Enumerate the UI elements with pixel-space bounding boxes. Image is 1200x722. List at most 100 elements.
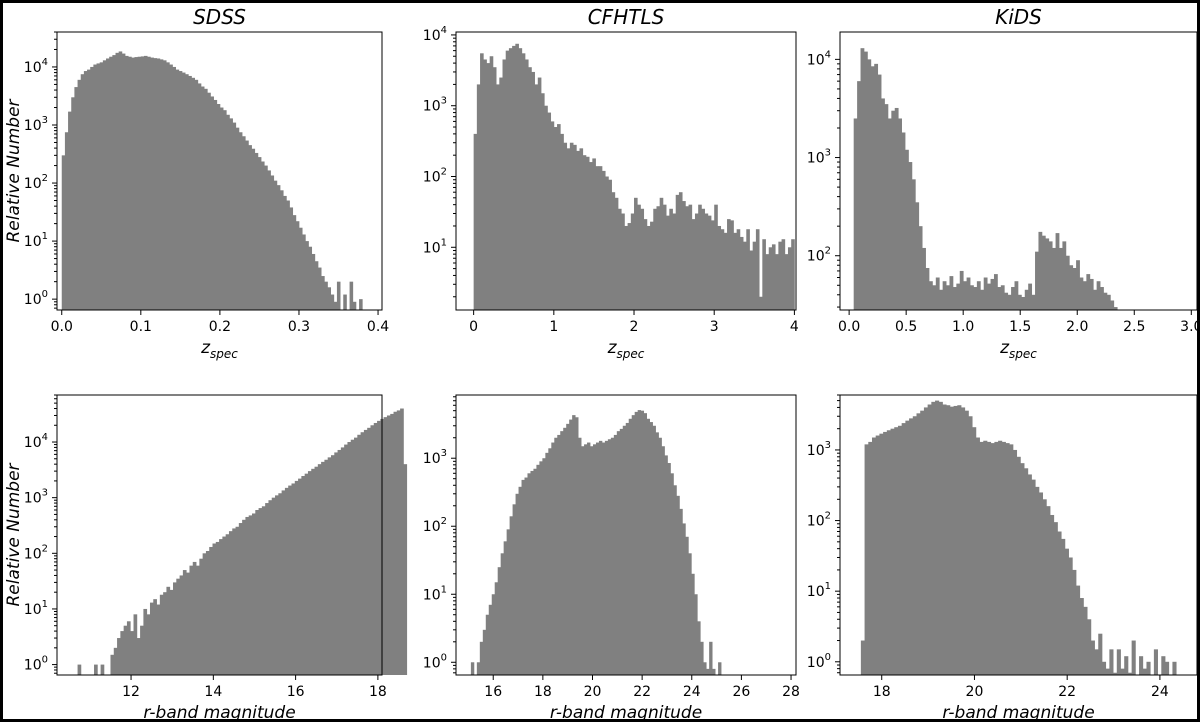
histogram-bar [932, 285, 937, 310]
x-axis-label: zspec [999, 338, 1037, 361]
histogram-bar [1001, 441, 1006, 675]
histogram-bar [181, 72, 186, 310]
histogram-bar [619, 428, 624, 675]
histogram-bar [643, 413, 647, 675]
histogram-bar [1142, 668, 1147, 675]
histogram-bar [595, 166, 600, 310]
histogram-bar [159, 594, 164, 675]
histogram-bar [1113, 672, 1118, 675]
histogram-bar [496, 84, 500, 310]
histogram-bars [473, 43, 795, 311]
histogram-bar [1127, 672, 1133, 675]
histogram-bar [294, 480, 299, 675]
histogram-bar [521, 479, 525, 675]
histogram-bar [1027, 474, 1032, 675]
histogram-bar [1086, 274, 1091, 310]
histogram-bar [928, 281, 933, 310]
histogram-bar [479, 641, 484, 675]
histogram-bar [486, 63, 491, 311]
histogram-bar [196, 565, 200, 675]
histogram-bar [215, 541, 220, 675]
histogram-bar [891, 110, 896, 311]
histogram-bar [627, 223, 632, 310]
y-tick-label: 101 [24, 231, 48, 250]
histogram-bar [480, 53, 484, 310]
histogram-bar [178, 71, 183, 311]
histogram-bar [64, 132, 69, 310]
histogram-bar [200, 86, 205, 310]
histogram-bar [1087, 619, 1092, 675]
histogram-bar [400, 408, 404, 675]
histogram-bar [327, 287, 332, 310]
histogram-bar [607, 439, 612, 675]
histogram-bar [894, 107, 899, 311]
histogram-bar [1098, 633, 1103, 675]
histogram-bar [897, 425, 903, 675]
histogram-bar [614, 197, 619, 310]
histogram-bar [219, 539, 223, 675]
histogram-bar [550, 121, 555, 310]
histogram-bar [1065, 255, 1070, 310]
histogram-bar [646, 418, 650, 675]
histogram-bar [886, 430, 891, 675]
histogram-bar [1038, 231, 1043, 310]
histogram-bar [1100, 287, 1104, 310]
histogram-bar [541, 93, 545, 311]
histogram-bar [120, 631, 125, 675]
histogram-bar [901, 423, 906, 675]
histogram-bar [235, 526, 240, 675]
histogram-bar [71, 97, 75, 310]
histogram-bar [324, 459, 329, 675]
histogram-bar [147, 56, 151, 311]
histogram-bar [1153, 649, 1158, 675]
histogram-bar [877, 74, 882, 310]
histogram-bar [528, 67, 532, 311]
y-tick-label: 102 [423, 166, 447, 185]
histogram-bars [853, 48, 1118, 311]
histogram-bar [242, 519, 246, 675]
histogram-bar [87, 69, 91, 310]
histogram-bar [972, 427, 977, 675]
plot-frame [455, 31, 797, 311]
histogram-bar [352, 301, 357, 310]
histogram-bar [703, 662, 707, 675]
histogram-bar [143, 608, 148, 675]
x-tick-label: 4 [790, 319, 799, 335]
histogram-bar [527, 473, 531, 675]
histogram-bar [631, 415, 636, 675]
histogram-bar [113, 647, 118, 675]
histogram-bar [106, 58, 110, 311]
histogram-bar [276, 185, 281, 310]
histogram-bar [228, 531, 233, 675]
histogram-bar [115, 52, 120, 310]
histogram-bar [502, 59, 507, 311]
histogram-bar [1106, 294, 1111, 310]
histogram-bar [1068, 557, 1073, 675]
histogram-bar [628, 418, 633, 675]
histogram-bar [656, 206, 661, 310]
histogram-bar [576, 150, 580, 310]
histogram-bar [112, 55, 116, 310]
histogram-bar [77, 79, 82, 310]
histogram-bar [90, 66, 94, 310]
histogram-bar [185, 74, 189, 310]
histogram-bar [118, 51, 123, 310]
histogram-bar [909, 418, 914, 675]
histogram-bar [360, 432, 365, 675]
y-tick-label: 100 [423, 652, 447, 671]
histogram-bar [566, 148, 571, 310]
y-tick-label: 104 [24, 57, 48, 76]
histogram-bar [267, 170, 271, 310]
histogram-bar [688, 204, 693, 310]
histogram-bar [314, 261, 319, 310]
histogram-bar [258, 508, 263, 675]
y-tick-label: 101 [423, 584, 447, 603]
x-tick-label: 1.0 [952, 319, 974, 335]
histogram-bar [74, 87, 78, 311]
histogram-bar [1058, 247, 1063, 310]
histogram-bar [204, 88, 208, 310]
histogram-bar [377, 420, 381, 675]
histogram-bar [209, 546, 213, 675]
histogram-bar [257, 157, 262, 310]
histogram-bar [717, 225, 722, 310]
